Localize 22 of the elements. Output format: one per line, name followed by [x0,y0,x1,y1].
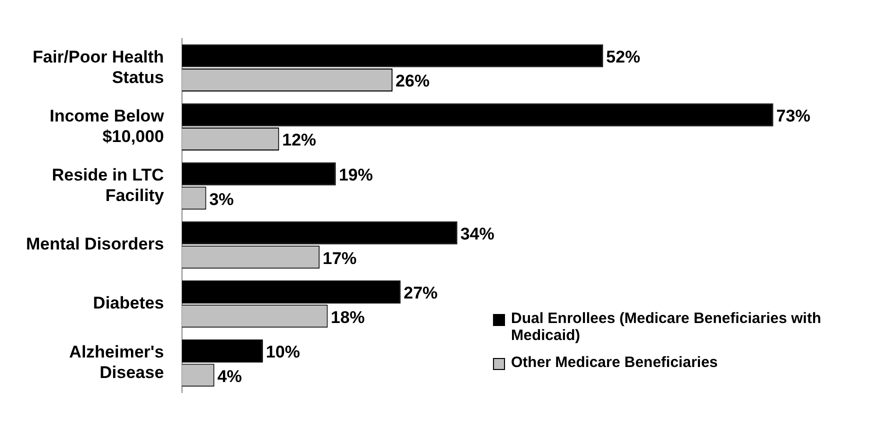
y-tick-label: Reside in LTC Facility [52,165,164,205]
data-label: 18% [330,308,365,327]
data-label: 3% [209,190,234,209]
data-label: 26% [396,72,430,91]
data-label: 19% [338,166,373,185]
y-tick-label: Alzheimer's Disease [69,342,164,382]
data-label: 17% [322,248,357,268]
y-tick-label: Fair/Poor Health Status [32,47,164,87]
legend-label: Dual Enrollees (Medicare Beneficiaries with Medicaid) [511,310,822,344]
data-label: 27% [404,284,438,303]
bar [182,162,336,186]
data-label: 12% [282,130,316,150]
bar [182,221,458,244]
y-tick-label: Mental Disorders [26,234,164,254]
legend-label: Other Medicare Beneficiaries [511,354,718,371]
data-label: 4% [217,366,242,386]
y-tick-label: Diabetes [93,294,164,313]
data-label: 52% [606,48,640,66]
y-tick-label: Income Below $10,000 [50,106,165,146]
data-label: 34% [460,224,494,244]
data-label: 10% [266,342,300,362]
data-label: 73% [776,106,810,126]
